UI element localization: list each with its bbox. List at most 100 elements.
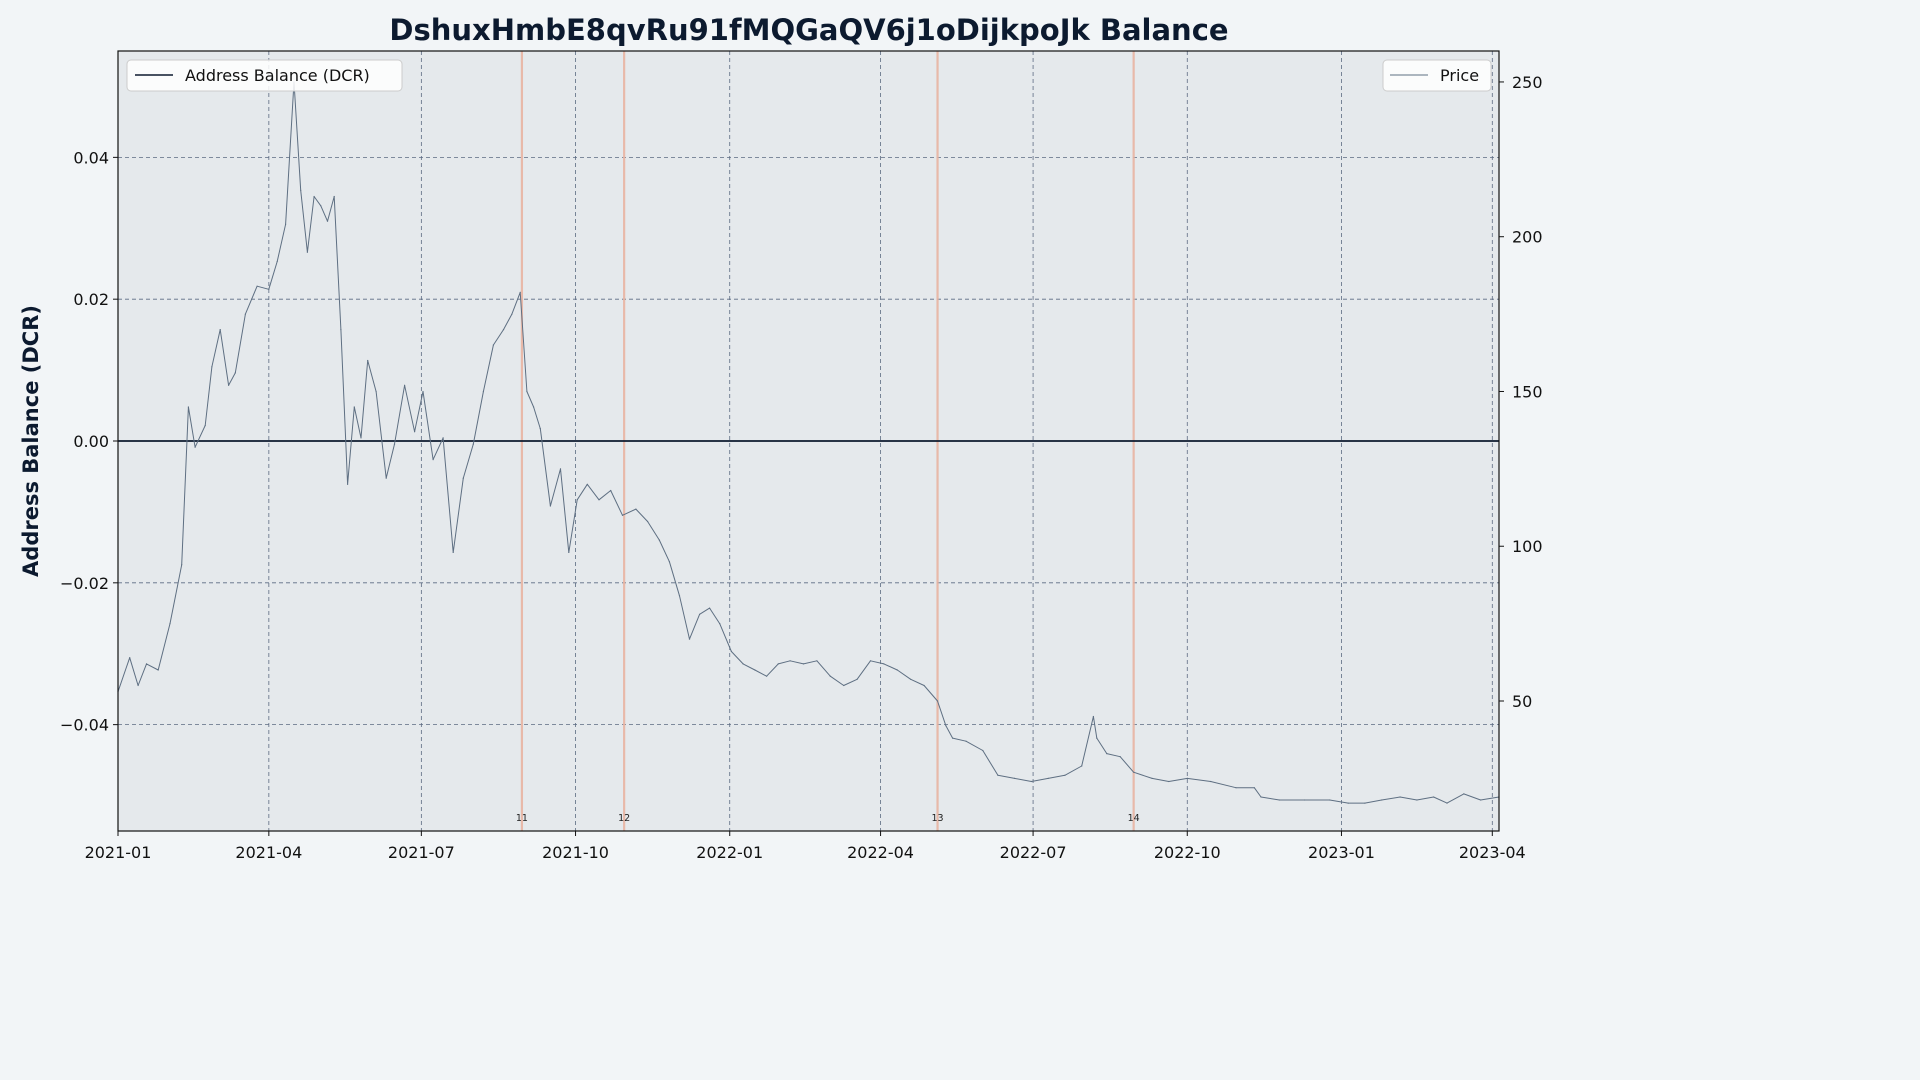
price-point xyxy=(621,514,624,516)
x-tick-label-6: 2022-07 xyxy=(1000,843,1067,862)
price-point xyxy=(802,663,805,665)
price-point xyxy=(169,623,171,625)
x-axis: 2021-01 2021-04 2021-07 2021-10 2022-01 2022-… xyxy=(85,831,1526,862)
price-point xyxy=(268,288,270,290)
price-point xyxy=(256,285,258,287)
y2-tick-label-1: 100 xyxy=(1512,537,1543,556)
price-point xyxy=(730,650,733,653)
price-point xyxy=(204,424,206,427)
price-point xyxy=(923,684,925,687)
price-point xyxy=(549,505,552,507)
price-point xyxy=(320,205,322,207)
price-point xyxy=(1480,799,1482,801)
price-point xyxy=(766,675,768,677)
y-tick-label-1: −0.02 xyxy=(60,574,109,593)
price-point xyxy=(181,564,183,566)
price-point xyxy=(228,384,230,386)
price-point xyxy=(1168,780,1170,783)
legend-right: Price xyxy=(1382,59,1492,92)
price-point xyxy=(965,740,967,742)
price-point xyxy=(635,508,637,510)
price-point xyxy=(1329,799,1331,801)
price-point xyxy=(219,329,221,331)
event-label-12: 12 xyxy=(618,813,630,824)
price-point xyxy=(869,660,872,662)
x-tick-label-5: 2022-04 xyxy=(847,843,914,862)
x-tick-label-0: 2021-01 xyxy=(85,843,152,862)
y-tick-label-3: 0.02 xyxy=(73,290,109,309)
x-tick-label-4: 2022-01 xyxy=(696,843,763,862)
price-point xyxy=(452,551,454,554)
price-point xyxy=(1106,753,1108,755)
price-point xyxy=(936,700,939,702)
price-point xyxy=(502,329,505,331)
price-point xyxy=(1433,796,1435,798)
chart: DshuxHmbE8qvRu91fMQGaQV6j1oDijkpoJk Bala… xyxy=(19,13,1543,862)
price-point xyxy=(1064,774,1066,776)
price-point xyxy=(829,675,831,677)
price-point xyxy=(244,313,246,315)
price-point xyxy=(1096,737,1098,739)
price-point xyxy=(472,443,474,445)
price-point xyxy=(982,749,984,752)
price-point xyxy=(1416,799,1418,801)
price-point xyxy=(816,660,818,662)
y2-tick-label-3: 200 xyxy=(1512,228,1543,247)
legend-balance-label: Address Balance (DCR) xyxy=(185,66,370,85)
price-point xyxy=(462,477,464,479)
price-point xyxy=(367,359,369,362)
price-point xyxy=(1081,765,1083,767)
price-point xyxy=(234,372,236,374)
price-point xyxy=(137,684,139,687)
x-tick-label-2: 2021-07 xyxy=(388,843,455,862)
price-point xyxy=(1304,799,1306,801)
price-point xyxy=(157,669,159,671)
price-point xyxy=(211,366,213,368)
price-point xyxy=(511,313,513,315)
series-layer xyxy=(117,81,1500,804)
price-point xyxy=(347,483,349,485)
price-point xyxy=(313,195,315,198)
price-point xyxy=(598,499,600,501)
price-point xyxy=(526,390,528,393)
price-point xyxy=(194,446,196,448)
price-point xyxy=(333,195,335,198)
price-point xyxy=(393,443,396,445)
event-label-14: 14 xyxy=(1128,813,1140,824)
price-point xyxy=(568,551,570,554)
price-point xyxy=(353,406,355,408)
price-point xyxy=(404,384,406,386)
price-point xyxy=(539,428,541,430)
price-point xyxy=(586,483,588,485)
price-point xyxy=(856,678,858,680)
event-label-13: 13 xyxy=(932,813,944,824)
price-point xyxy=(1119,756,1121,758)
price-point xyxy=(668,561,671,563)
price-point xyxy=(326,220,329,222)
price-point xyxy=(647,520,649,523)
y-axis-right: 50 100 150 200 250 xyxy=(1499,73,1543,711)
price-point xyxy=(1030,780,1032,783)
price-point xyxy=(576,499,578,501)
price-point xyxy=(678,595,681,597)
price-point xyxy=(843,684,845,687)
chart-title: DshuxHmbE8qvRu91fMQGaQV6j1oDijkpoJk Bala… xyxy=(389,13,1228,47)
price-point xyxy=(414,431,416,433)
price-point xyxy=(777,663,779,665)
y-axis-left: −0.04 −0.02 0.00 0.02 0.04 xyxy=(60,148,118,735)
price-point xyxy=(1347,802,1349,804)
price-point xyxy=(442,437,444,439)
price-point xyxy=(1364,802,1366,804)
price-point xyxy=(519,291,521,293)
price-point xyxy=(1381,799,1383,801)
price-point xyxy=(187,406,189,408)
price-point xyxy=(1151,777,1153,780)
price-point xyxy=(610,489,612,492)
x-tick-label-1: 2021-04 xyxy=(235,843,302,862)
price-point xyxy=(145,663,148,665)
price-point xyxy=(742,663,744,665)
price-point xyxy=(1446,802,1448,804)
x-tick-label-7: 2022-10 xyxy=(1154,843,1221,862)
price-point xyxy=(385,477,387,479)
price-point xyxy=(1463,793,1465,795)
